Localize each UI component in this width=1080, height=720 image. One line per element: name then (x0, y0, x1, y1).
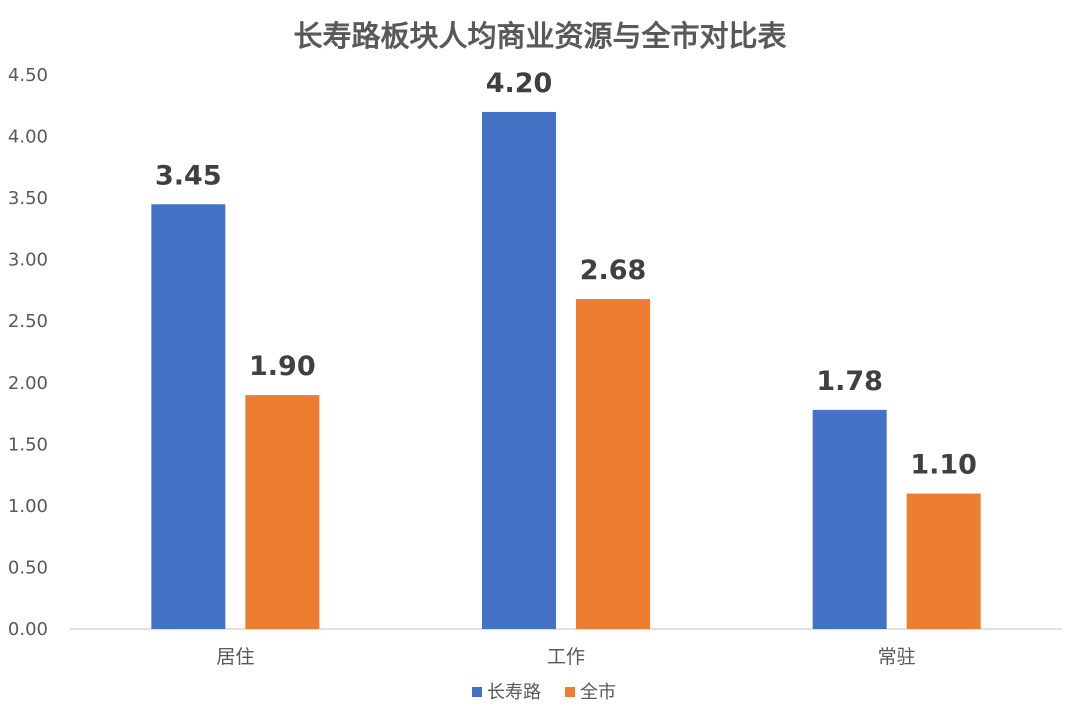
y-tick-label: 1.00 (8, 496, 48, 517)
chart-title: 长寿路板块人均商业资源与全市对比表 (293, 19, 786, 53)
y-tick-label: 3.00 (8, 250, 48, 271)
y-tick-label: 3.50 (8, 188, 48, 209)
x-category-label: 常驻 (878, 646, 916, 668)
x-axis-categories: 居住 工作 常驻 (216, 646, 915, 668)
legend-swatch (565, 687, 575, 697)
y-tick-label: 2.50 (8, 311, 48, 332)
y-tick-label: 4.00 (8, 127, 48, 148)
bars-group (151, 111, 981, 629)
data-labels-group: 3.45 1.90 4.20 2.68 1.78 1.10 (155, 68, 977, 481)
data-label: 3.45 (155, 160, 222, 191)
x-category-label: 工作 (547, 646, 585, 668)
bar-quanshi[interactable] (245, 395, 320, 629)
y-axis-ticks: 0.00 0.50 1.00 1.50 2.00 2.50 3.00 3.50 4.00 4.50 (8, 65, 48, 640)
y-tick-label: 2.00 (8, 373, 48, 394)
data-label: 1.90 (249, 351, 316, 382)
y-tick-label: 0.00 (8, 619, 48, 640)
y-tick-label: 0.50 (8, 557, 48, 578)
legend-swatch (472, 687, 482, 697)
legend-label[interactable]: 长寿路 (487, 682, 541, 703)
bar-quanshi[interactable] (906, 493, 981, 629)
data-label: 4.20 (486, 68, 553, 99)
bar-quanshi[interactable] (576, 299, 650, 629)
bar-changshoulu[interactable] (482, 111, 556, 629)
bar-changshoulu[interactable] (812, 409, 887, 629)
y-tick-label: 1.50 (8, 434, 48, 455)
data-label: 1.78 (816, 366, 883, 397)
legend[interactable]: 长寿路 全市 (472, 682, 616, 703)
legend-label[interactable]: 全市 (580, 682, 616, 703)
data-label: 1.10 (910, 450, 977, 481)
bar-changshoulu[interactable] (151, 204, 226, 629)
y-tick-label: 4.50 (8, 65, 48, 86)
data-label: 2.68 (580, 255, 647, 286)
x-category-label: 居住 (216, 646, 254, 668)
